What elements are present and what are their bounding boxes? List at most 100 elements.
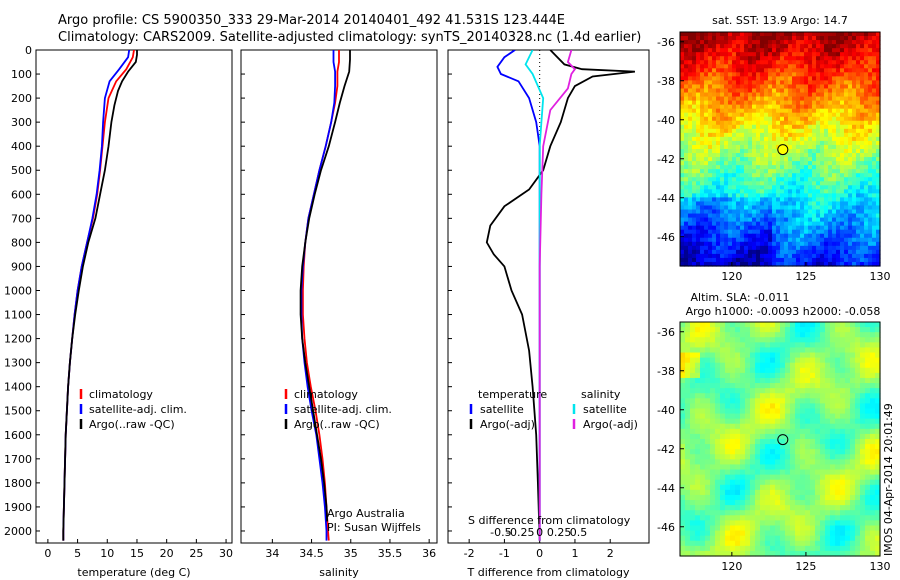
map-cell [736,40,741,45]
map-cell [756,161,761,166]
map-cell [870,332,876,338]
map-cell [860,377,866,384]
map-cell [792,201,797,207]
map-cell [768,177,773,182]
map-cell [745,474,751,481]
map-cell [870,494,876,501]
map-cell [820,520,826,527]
map-cell [855,388,861,394]
map-cell [835,545,841,552]
map-cell [725,525,731,532]
map-cell [850,342,856,349]
map-cell [860,92,865,98]
map-cell [696,32,701,37]
map-cell [712,64,717,69]
map-cell [840,530,846,537]
map-cell [835,525,841,532]
map-cell [844,100,849,106]
map-cell [772,241,777,247]
map-cell [690,530,696,537]
map-cell [728,221,733,227]
map-cell [725,342,731,349]
map-cell [715,530,721,537]
map-cell [705,515,711,521]
map-cell [808,157,813,162]
map-cell [812,68,817,73]
map-cell [705,520,711,527]
map-cell [790,347,796,354]
map-cell [730,464,736,471]
map-cell [680,249,685,255]
map-cell [740,337,746,343]
map-cell [712,233,717,239]
map-cell [820,530,826,537]
map-cell [735,474,741,481]
map-cell [692,257,697,263]
map-cell [828,153,833,158]
map-cell [845,377,851,384]
map-cell [788,153,793,158]
map-cell [840,489,846,496]
map-cell [856,144,861,150]
map-cell [725,377,731,384]
map-cell [868,120,873,126]
map-cell [704,104,709,110]
map-cell [724,225,729,231]
map-cell [768,84,773,90]
map-cell [765,449,771,455]
map-cell [780,157,785,162]
map-cell [745,505,751,511]
map-ytick-label: -40 [657,404,675,417]
map-cell [695,469,701,476]
map-cell [784,104,789,110]
map-cell [732,217,737,223]
map-cell [785,367,791,374]
map-cell [710,474,716,481]
map-cell [844,96,849,102]
map-cell [732,36,737,41]
map-cell [772,261,777,267]
map-cell [710,428,716,435]
map-cell [820,249,825,255]
map-cell [820,357,826,364]
map-cell [768,52,773,57]
map-cell [860,52,865,57]
map-cell [704,149,709,154]
map-cell [844,229,849,235]
map-cell [835,383,841,389]
map-cell [708,157,713,162]
map-cell [690,362,696,369]
map-cell [860,530,866,537]
map-cell [740,237,745,243]
map-cell [680,140,685,146]
map-cell [744,44,749,49]
map-cell [770,489,776,496]
map-cell [744,237,749,243]
map-cell [855,428,861,435]
map-cell [750,408,756,415]
map-cell [725,403,731,410]
map-cell [700,474,706,481]
map-cell [775,444,781,450]
map-cell [856,68,861,73]
map-cell [752,92,757,98]
map-cell [690,550,696,557]
map-cell [760,128,765,134]
map-cell [856,193,861,199]
map-cell [724,153,729,158]
map-cell [720,367,726,374]
map-cell [684,44,689,49]
map-cell [784,157,789,162]
map-cell [684,165,689,170]
map-cell [700,68,705,73]
map-cell [800,525,806,532]
map-cell [852,149,857,154]
map-cell [710,362,716,369]
map-cell [780,347,786,354]
map-cell [820,439,826,445]
map-cell [808,52,813,57]
map-cell [700,132,705,138]
map-cell [724,132,729,138]
map-cell [732,64,737,69]
